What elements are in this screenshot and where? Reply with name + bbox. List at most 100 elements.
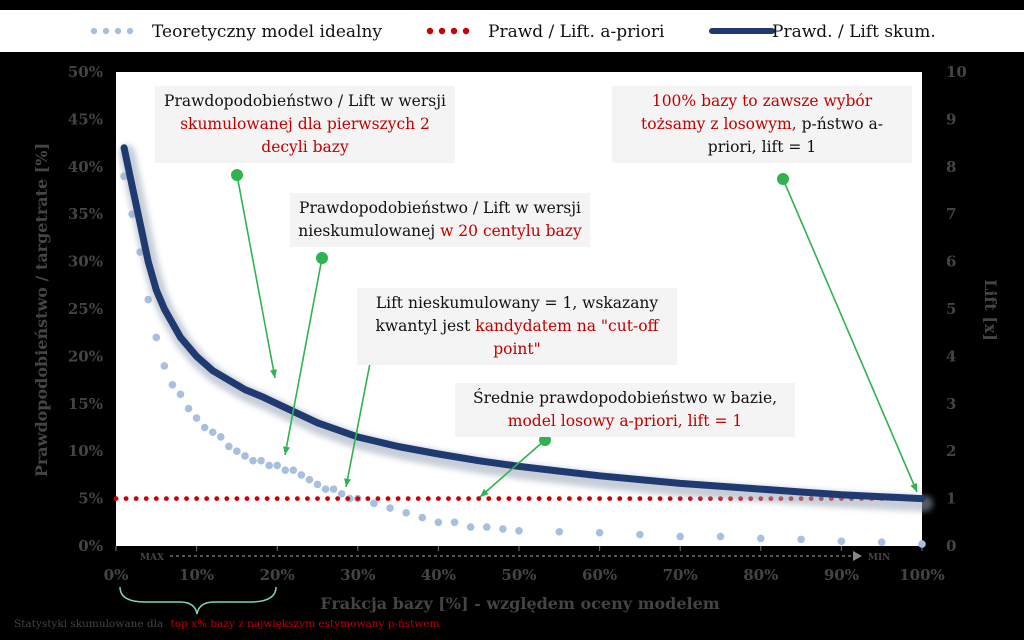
y-tick-label: 0% — [78, 537, 103, 555]
point-apriori — [254, 496, 260, 501]
point-apriori — [667, 496, 673, 501]
x-tick-label: 90% — [824, 566, 859, 584]
y2-tick-label: 1 — [946, 490, 956, 508]
footnote: Statystyki skumulowane dla top x% bazy z… — [14, 618, 440, 630]
legend-item-ideal: Teoretyczny model idealny — [90, 22, 382, 42]
point-apriori — [577, 496, 582, 501]
point-apriori — [415, 496, 421, 501]
point-apriori — [294, 496, 300, 501]
point-apriori — [607, 496, 613, 501]
annotation-arrowhead — [283, 446, 290, 455]
point-apriori — [335, 496, 341, 501]
point-ideal — [877, 538, 886, 547]
annotation-arrow-line — [345, 352, 373, 488]
point-ideal — [482, 523, 491, 531]
y2-tick-label: 8 — [946, 158, 956, 176]
y-tick-label: 15% — [68, 395, 103, 413]
point-ideal — [918, 540, 926, 548]
annotation-arrowhead — [270, 369, 277, 378]
point-apriori — [425, 496, 431, 501]
legend-item-cumulative: Prawd. / Lift skum. — [709, 22, 936, 42]
y2-tick-label: 0 — [946, 537, 956, 555]
point-apriori — [345, 496, 351, 501]
annotation-full-base-red: 100% bazy to zawsze wybór tożsamy z loso… — [641, 92, 873, 133]
point-apriori — [687, 496, 693, 501]
annotation-noncumulative: Prawdopodobieństwo / Lift w wersji niesk… — [290, 193, 590, 247]
y2-tick-label: 9 — [946, 110, 956, 128]
point-ideal — [297, 471, 306, 479]
x-end-label-min: MIN — [868, 553, 890, 563]
legend: Teoretyczny model idealny Prawd / Lift. … — [0, 10, 1024, 52]
annotation-arrow-dot — [777, 173, 789, 185]
annotation-arrow-dot — [539, 434, 551, 446]
x-brace — [119, 586, 277, 615]
annotation-average-red: model losowy a-priori, lift = 1 — [507, 412, 743, 430]
point-ideal — [418, 513, 427, 522]
y2-tick-label: 4 — [946, 347, 956, 365]
annotation-arrow-line — [236, 174, 276, 379]
point-ideal — [152, 333, 161, 342]
y-tick-label: 40% — [68, 158, 103, 176]
point-apriori — [133, 496, 139, 501]
point-apriori — [637, 496, 643, 501]
x-tick-label: 50% — [501, 566, 536, 584]
annotation-full-base-plain: p-ństwo a-priori, lift = 1 — [707, 115, 883, 156]
annotation-average-plain: Średnie prawdopodobieństwo w bazie, — [472, 389, 778, 407]
point-apriori — [556, 496, 562, 501]
point-ideal — [555, 527, 564, 536]
annotation-arrow-dot — [231, 169, 243, 181]
point-apriori — [627, 496, 633, 501]
point-ideal — [837, 537, 846, 546]
annotation-cumulative: Prawdopodobieństwo / Lift w wersji skumu… — [155, 86, 455, 163]
point-apriori — [305, 496, 310, 501]
y-tick-label: 45% — [68, 110, 103, 128]
y-tick-label: 30% — [68, 253, 103, 271]
x-tick-label: 60% — [582, 566, 617, 584]
annotation-full-base: 100% bazy to zawsze wybór tożsamy z loso… — [612, 86, 912, 163]
point-apriori — [486, 496, 492, 501]
legend-label-ideal: Teoretyczny model idealny — [152, 22, 382, 42]
point-apriori — [224, 496, 230, 501]
footnote-plain: Statystyki skumulowane dla — [14, 618, 163, 630]
point-apriori — [284, 496, 290, 501]
point-apriori — [204, 496, 210, 501]
y-tick-label: 10% — [68, 442, 103, 460]
annotation-noncumulative-red: w 20 centylu bazy — [440, 222, 582, 240]
annotation-arrow-line — [479, 439, 546, 498]
point-ideal — [305, 475, 314, 484]
point-ideal — [208, 428, 217, 437]
point-ideal — [200, 423, 209, 432]
x-tick-label: 80% — [743, 566, 778, 584]
point-ideal — [466, 523, 475, 531]
annotation-cumulative-plain: Prawdopodobieństwo / Lift w wersji — [164, 92, 446, 110]
y-tick-label: 25% — [68, 300, 103, 318]
point-apriori — [365, 496, 371, 501]
point-ideal — [757, 534, 765, 543]
point-ideal — [192, 414, 201, 422]
point-ideal — [313, 480, 322, 489]
point-ideal — [273, 461, 282, 470]
point-apriori — [677, 496, 683, 501]
x-tick-label: 30% — [340, 566, 375, 584]
footnote-red: top x% bazy z największym estymowany p-ń… — [171, 618, 440, 630]
point-apriori — [566, 496, 572, 501]
point-ideal — [225, 442, 233, 451]
point-ideal — [249, 456, 257, 465]
y-tick-label: 5% — [78, 490, 103, 508]
x-tick-label: 10% — [179, 566, 214, 584]
annotation-arrow-line — [284, 257, 323, 456]
point-apriori — [274, 496, 280, 501]
point-ideal — [450, 518, 459, 527]
point-ideal — [337, 490, 346, 498]
y-axis-title: Prawdopodobieństwo / targetrate [%] — [32, 143, 51, 477]
point-ideal — [281, 466, 290, 474]
point-ideal — [329, 485, 338, 493]
annotation-noncumulative-plain: Prawdopodobieństwo / Lift w wersji niesk… — [298, 199, 581, 240]
point-apriori — [234, 496, 240, 501]
legend-label-apriori: Prawd / Lift. a-priori — [488, 22, 665, 42]
annotation-arrowhead — [344, 478, 352, 487]
series-cumulative-line — [120, 144, 926, 503]
x-tick-label: 20% — [260, 566, 295, 584]
point-apriori — [466, 496, 472, 501]
point-apriori — [184, 496, 189, 501]
